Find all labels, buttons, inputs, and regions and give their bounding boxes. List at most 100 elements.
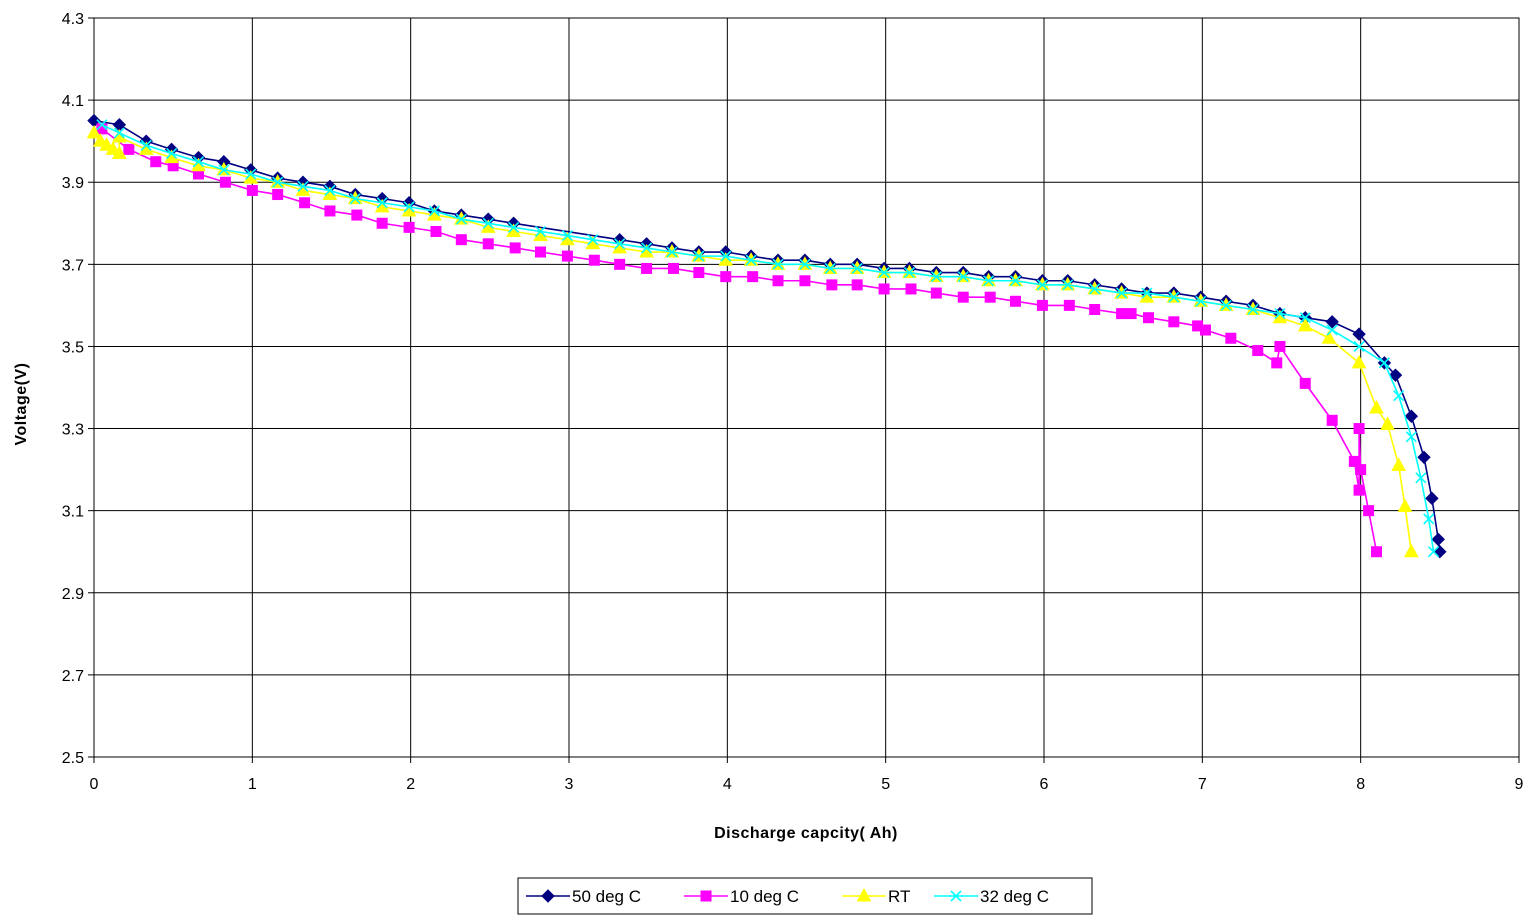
x-marker-stroke (245, 168, 257, 180)
x-marker-stroke (482, 217, 494, 229)
data-point (324, 184, 336, 196)
data-point (1380, 416, 1395, 430)
x-marker-stroke (950, 890, 962, 902)
data-point (376, 217, 388, 229)
data-point (1247, 303, 1259, 316)
data-point (1352, 327, 1366, 341)
data-point (166, 147, 178, 160)
data-point (535, 246, 546, 258)
x-marker-stroke (113, 127, 125, 139)
data-point (1297, 317, 1313, 332)
data-point (1423, 513, 1435, 525)
data-point (272, 189, 284, 201)
data-point (668, 262, 679, 274)
y-tick-label: 4.1 (62, 93, 84, 110)
data-point (772, 258, 784, 270)
data-point (455, 234, 467, 246)
data-point (641, 262, 653, 274)
data-point (1274, 340, 1286, 352)
data-point (1404, 409, 1419, 423)
data-point (150, 156, 162, 168)
data-point (299, 197, 311, 209)
data-point (1397, 498, 1413, 513)
data-point (1353, 340, 1365, 353)
data-point (666, 246, 678, 258)
data-point (561, 250, 573, 262)
data-point (192, 156, 205, 168)
data-point (351, 209, 363, 221)
x-marker-stroke (218, 164, 230, 176)
x-marker-stroke (745, 254, 757, 266)
x-marker-stroke (1393, 390, 1405, 402)
data-point (482, 238, 494, 250)
data-point (957, 291, 969, 303)
legend-box (517, 877, 1093, 915)
data-point (720, 271, 732, 283)
legend-label: 32 deg C (980, 887, 1049, 906)
data-point (1009, 275, 1022, 287)
data-point (1353, 484, 1365, 496)
data-point (1403, 543, 1419, 558)
data-point (1433, 545, 1447, 559)
y-tick-label: 3.1 (62, 504, 84, 521)
x-marker-stroke (666, 246, 678, 258)
data-point (983, 275, 995, 287)
x-marker-stroke (1089, 283, 1101, 295)
data-point (1063, 299, 1075, 311)
series-0 (87, 113, 1447, 559)
data-point (297, 180, 309, 192)
data-point (1299, 312, 1311, 324)
data-point (1378, 357, 1390, 369)
data-point (984, 291, 996, 303)
data-point (588, 254, 600, 266)
data-point (1010, 295, 1021, 307)
data-point (614, 258, 626, 270)
data-point (1393, 390, 1405, 402)
data-point (826, 279, 838, 291)
data-point (509, 242, 521, 254)
data-point (851, 279, 863, 291)
legend-item: 32 deg C (934, 887, 1049, 906)
x-marker-stroke (824, 262, 836, 275)
data-point (1431, 532, 1445, 547)
x-marker-stroke (1405, 431, 1417, 443)
x-marker-stroke (1141, 287, 1153, 299)
data-point (1274, 308, 1286, 320)
x-marker-stroke (1427, 546, 1440, 558)
data-point (455, 213, 467, 225)
legend: 50 deg C 10 deg C RT 32 deg C (517, 877, 1093, 915)
data-point (140, 139, 152, 151)
legend-swatch-marker (541, 889, 555, 903)
x-tick-label: 3 (565, 776, 574, 793)
data-point (349, 193, 361, 205)
x-marker-stroke (166, 147, 178, 160)
data-point (587, 234, 599, 246)
data-point (1220, 299, 1232, 311)
data-point (1388, 368, 1403, 382)
x-marker-stroke (272, 176, 284, 188)
data-point (403, 221, 415, 233)
y-axis-label: Voltage(V) (13, 363, 30, 446)
axis-ticks: 0 1 2 3 4 5 6 7 8 9 2.5 2.7 2.9 3.1 3.3 3.5 3.7 3.9 4.1 4.3 (62, 11, 1524, 793)
data-point (1089, 283, 1101, 295)
plot-area (93, 17, 1520, 758)
data-point (1116, 308, 1128, 320)
y-tick-label: 2.5 (62, 750, 84, 767)
x-marker-stroke (1353, 340, 1365, 353)
legend-label: 50 deg C (572, 887, 641, 906)
data-point (1326, 324, 1338, 336)
x-marker-stroke (930, 271, 942, 283)
data-point (693, 250, 705, 262)
x-marker-stroke (1168, 291, 1180, 303)
data-point (957, 271, 969, 283)
x-marker-stroke (324, 184, 336, 196)
data-point (1425, 491, 1439, 506)
data-point (1195, 295, 1207, 307)
y-tick-label: 3.5 (62, 339, 84, 356)
x-marker-stroke (1423, 513, 1435, 525)
legend-item: 50 deg C (526, 887, 641, 906)
x-marker-stroke (1116, 287, 1128, 299)
data-point (693, 267, 705, 279)
x-tick-label: 7 (1198, 776, 1207, 793)
